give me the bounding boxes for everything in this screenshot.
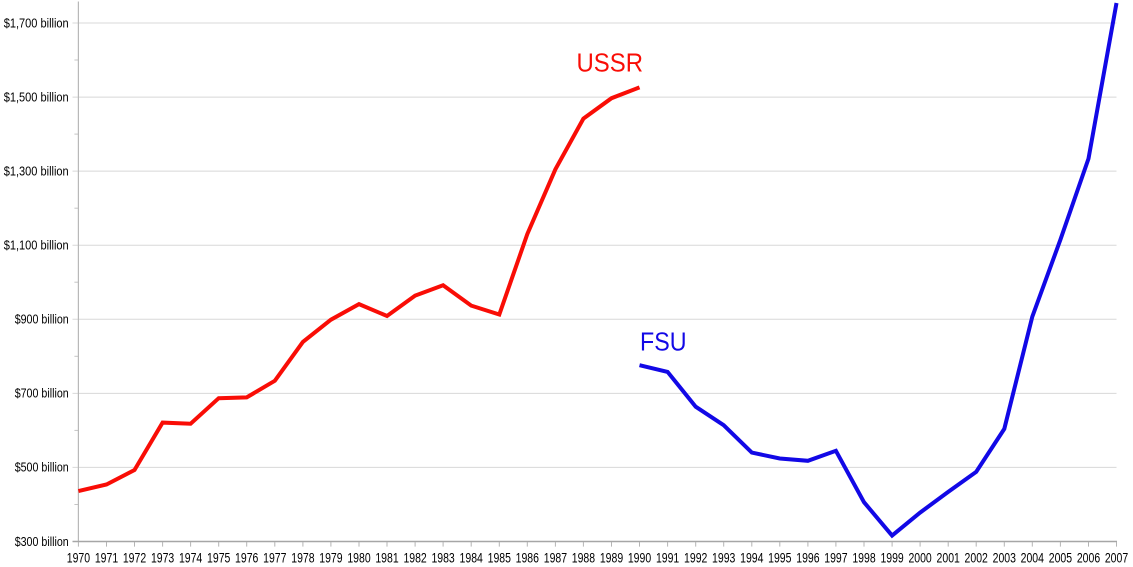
svg-text:$1,500 billion: $1,500 billion <box>4 89 69 104</box>
svg-text:1991: 1991 <box>656 550 679 565</box>
svg-text:1974: 1974 <box>179 550 203 565</box>
svg-text:2007: 2007 <box>1105 550 1128 565</box>
svg-text:1979: 1979 <box>319 550 342 565</box>
svg-text:1970: 1970 <box>67 550 90 565</box>
svg-text:1995: 1995 <box>768 550 791 565</box>
svg-text:1996: 1996 <box>796 550 819 565</box>
svg-text:FSU: FSU <box>640 329 687 357</box>
svg-text:2002: 2002 <box>965 550 988 565</box>
svg-text:1993: 1993 <box>712 550 735 565</box>
svg-text:1980: 1980 <box>347 550 370 565</box>
svg-text:1984: 1984 <box>460 550 484 565</box>
svg-text:1999: 1999 <box>880 550 903 565</box>
svg-text:1998: 1998 <box>852 550 875 565</box>
svg-text:2003: 2003 <box>993 550 1016 565</box>
svg-text:$500 billion: $500 billion <box>15 460 69 475</box>
svg-text:1981: 1981 <box>375 550 398 565</box>
svg-text:$300 billion: $300 billion <box>15 534 69 549</box>
svg-text:1982: 1982 <box>403 550 426 565</box>
svg-text:1994: 1994 <box>740 550 764 565</box>
svg-text:2005: 2005 <box>1049 550 1072 565</box>
svg-text:1988: 1988 <box>572 550 595 565</box>
svg-text:1975: 1975 <box>207 550 230 565</box>
svg-text:1971: 1971 <box>95 550 118 565</box>
svg-text:2004: 2004 <box>1021 550 1045 565</box>
svg-text:2001: 2001 <box>937 550 960 565</box>
svg-text:1997: 1997 <box>824 550 847 565</box>
svg-text:1976: 1976 <box>235 550 258 565</box>
svg-text:1985: 1985 <box>488 550 511 565</box>
svg-text:1989: 1989 <box>600 550 623 565</box>
svg-text:1986: 1986 <box>516 550 539 565</box>
svg-text:1990: 1990 <box>628 550 651 565</box>
svg-text:1977: 1977 <box>263 550 286 565</box>
svg-text:USSR: USSR <box>577 50 644 78</box>
svg-text:$1,300 billion: $1,300 billion <box>4 163 69 178</box>
svg-text:1987: 1987 <box>544 550 567 565</box>
svg-text:$1,100 billion: $1,100 billion <box>4 238 69 253</box>
svg-text:$700 billion: $700 billion <box>15 386 69 401</box>
svg-text:$900 billion: $900 billion <box>15 312 69 327</box>
svg-text:1983: 1983 <box>431 550 454 565</box>
svg-text:$1,700 billion: $1,700 billion <box>4 15 69 30</box>
svg-text:1972: 1972 <box>123 550 146 565</box>
svg-text:1978: 1978 <box>291 550 314 565</box>
svg-text:2000: 2000 <box>908 550 931 565</box>
svg-text:1992: 1992 <box>684 550 707 565</box>
svg-text:1973: 1973 <box>151 550 174 565</box>
svg-text:2006: 2006 <box>1077 550 1100 565</box>
